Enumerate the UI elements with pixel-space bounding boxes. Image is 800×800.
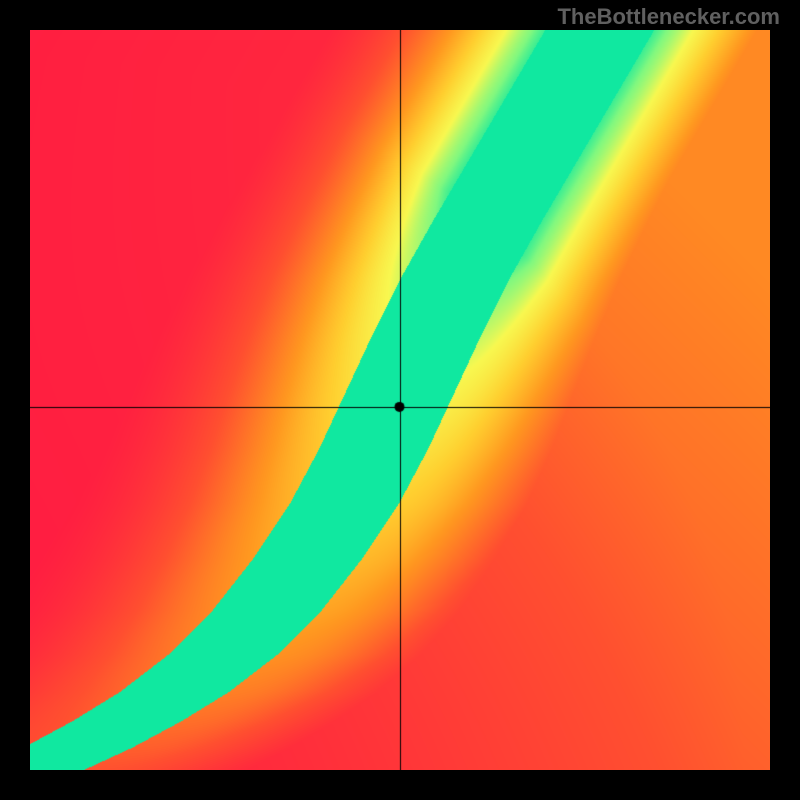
watermark-text: TheBottlenecker.com [557, 4, 780, 30]
crosshair-overlay [30, 30, 770, 770]
chart-frame: TheBottlenecker.com [0, 0, 800, 800]
